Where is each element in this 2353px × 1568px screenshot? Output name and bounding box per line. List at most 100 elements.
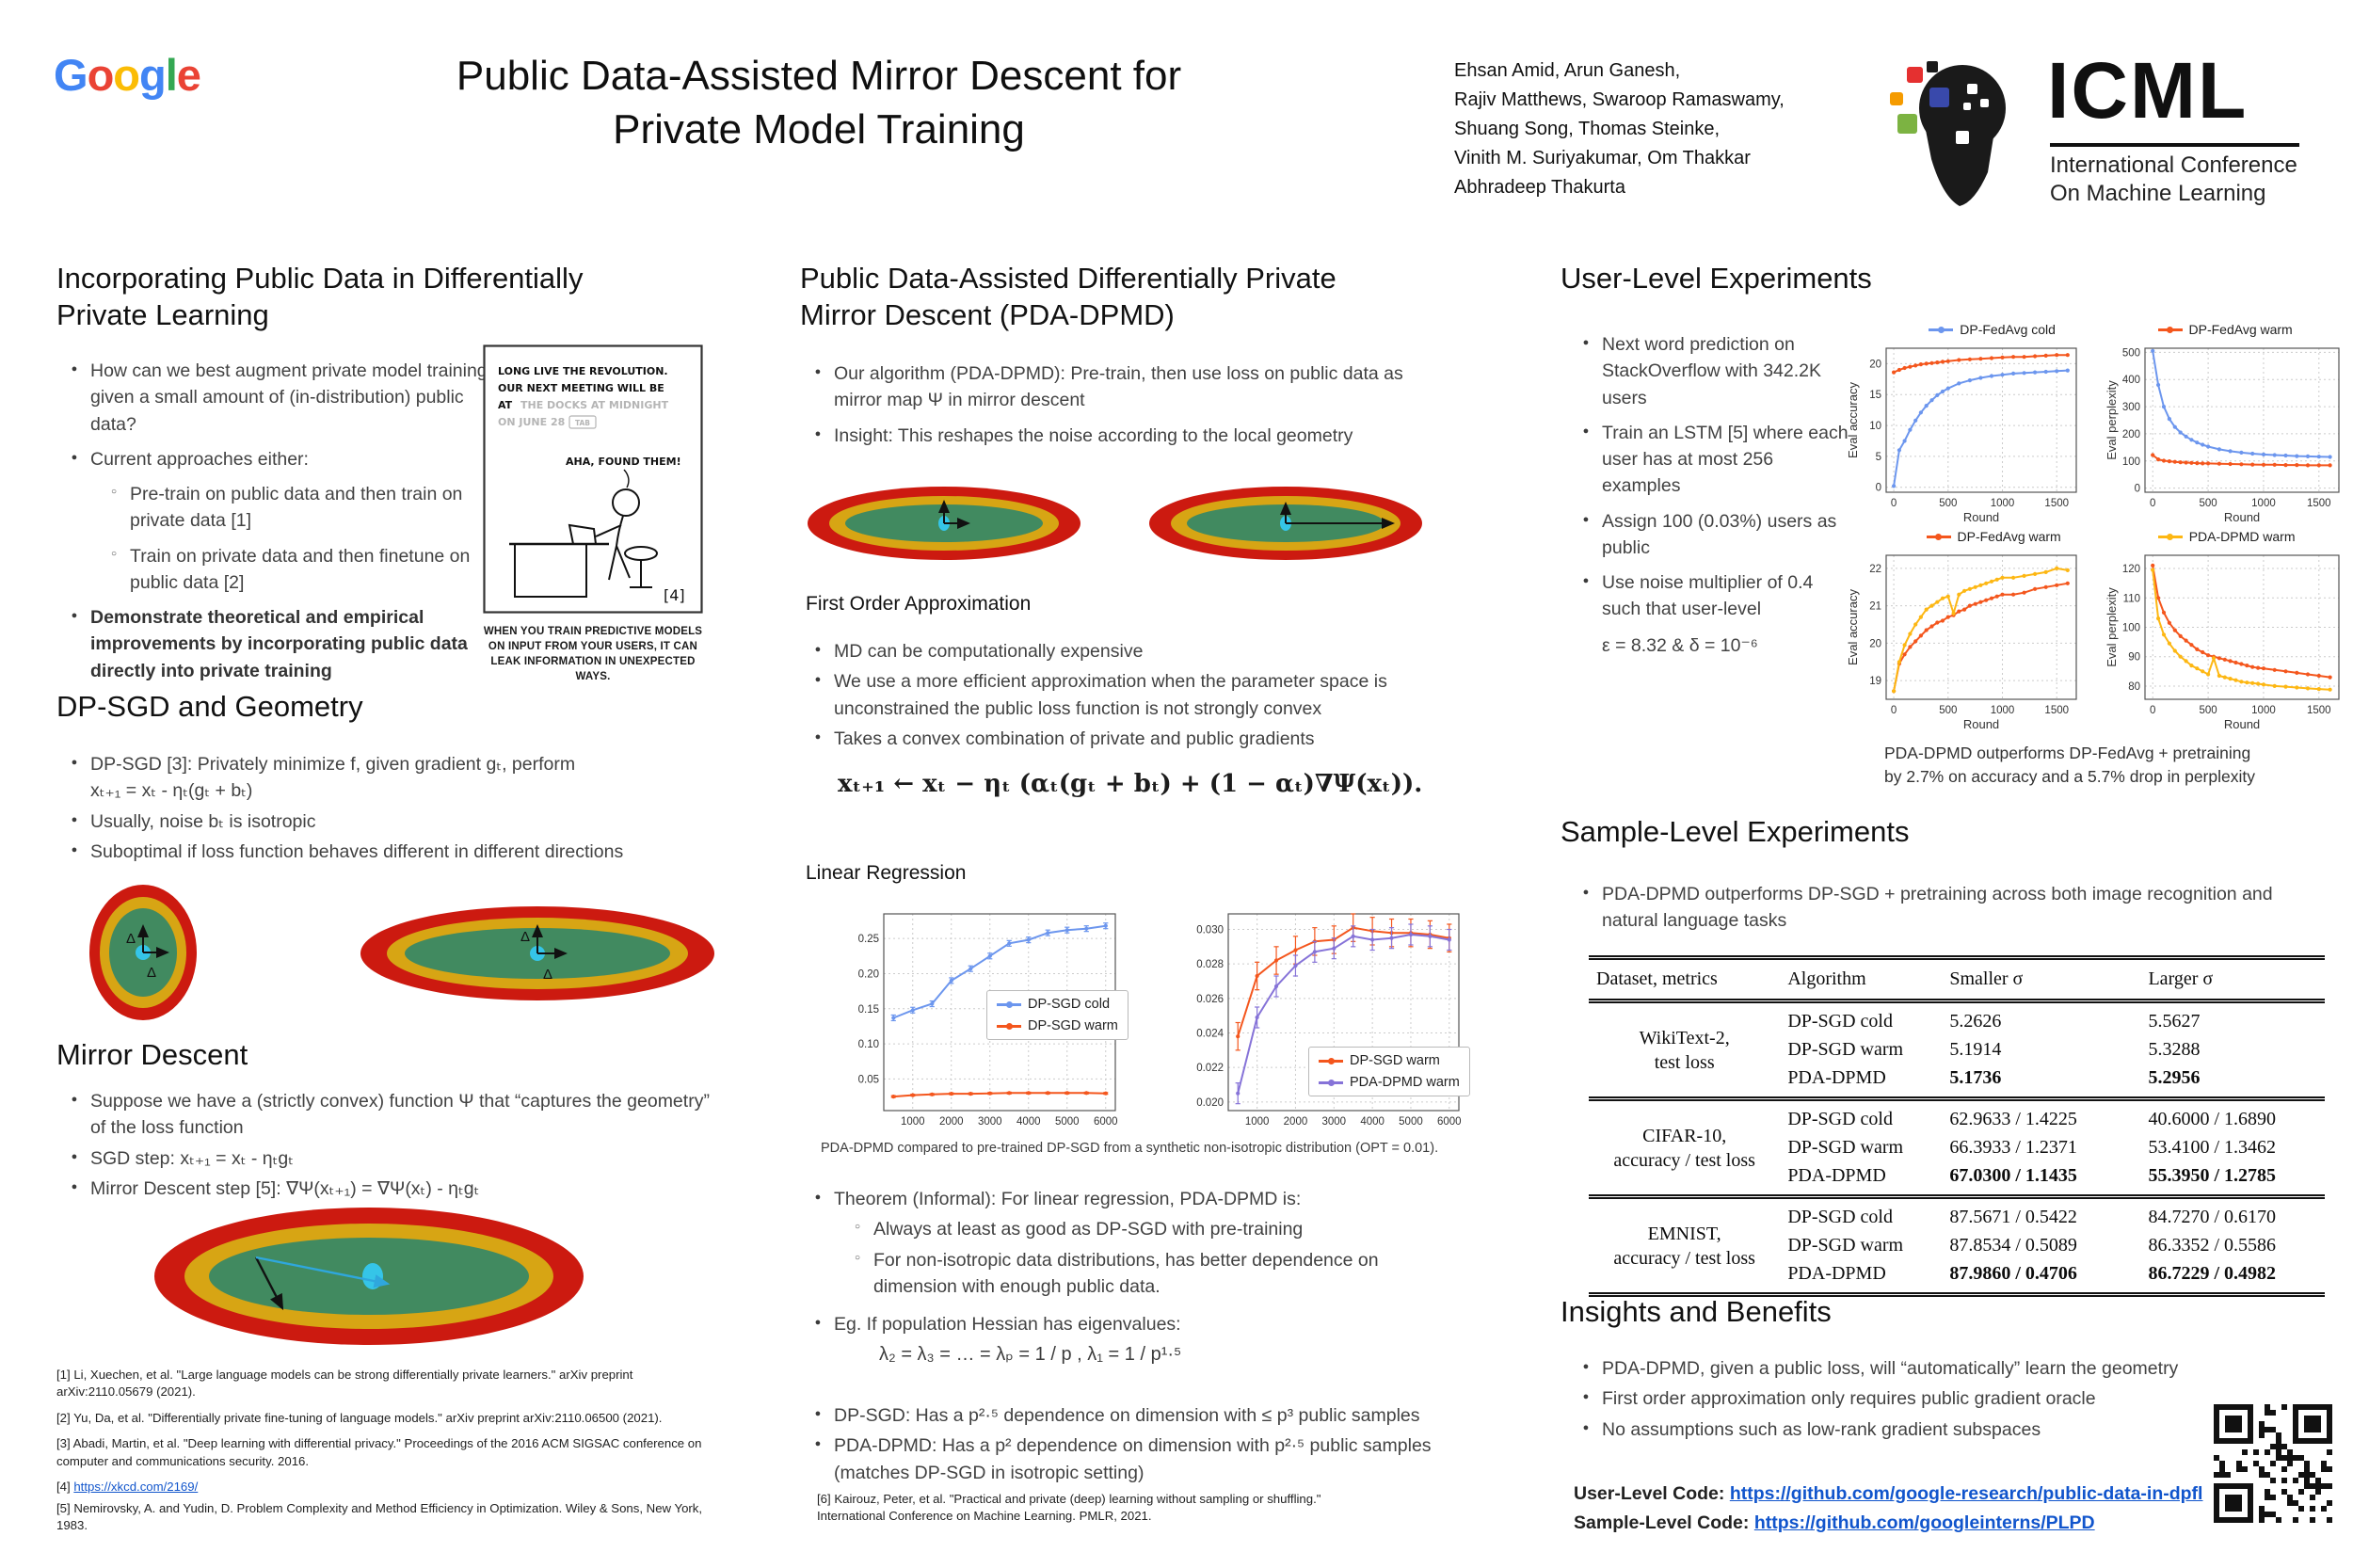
bullet: ● Eg. If population Hessian has eigenval… <box>802 1311 1442 1368</box>
bullet-text: Pre-train on public data and then train … <box>130 484 463 532</box>
table-cell: DP-SGD cold <box>1787 1011 1893 1032</box>
table-cell: DP-SGD warm <box>1787 1137 1904 1158</box>
svg-text:5: 5 <box>1876 452 1881 463</box>
section-title-sample-level: Sample-Level Experiments <box>1561 815 1910 848</box>
svg-text:400: 400 <box>2122 375 2140 386</box>
svg-text:500: 500 <box>2122 347 2140 359</box>
bullet-marker: ● <box>71 757 78 768</box>
bullet: ● Usually, noise bₜ is isotropic <box>58 808 698 835</box>
bullet-text: For non-isotropic data distributions, ha… <box>873 1249 1379 1297</box>
dataset-line: test loss <box>1654 1051 1715 1073</box>
bullet: ● We use a more efficient approximation w… <box>802 668 1423 722</box>
user-level-code-link[interactable]: https://github.com/google-research/publi… <box>1729 1483 2203 1504</box>
chart-legend-row: DP-FedAvg cold DP-FedAvg warm <box>1878 322 2344 337</box>
reference-4-link[interactable]: https://xkcd.com/2169/ <box>73 1480 199 1495</box>
legend-marker <box>1926 533 1951 540</box>
svg-text:120: 120 <box>2122 564 2140 575</box>
svg-text:0.15: 0.15 <box>858 1004 879 1016</box>
user-level-caption: PDA-DPMD outperforms DP-FedAvg + pretrai… <box>1884 742 2336 790</box>
table-cell: 62.9633 / 1.4225 <box>1949 1109 2077 1129</box>
bullet: ● Insight: This reshapes the noise accord… <box>802 423 1423 449</box>
svg-text:0.05: 0.05 <box>858 1074 879 1085</box>
delta-label: Δ <box>543 967 552 983</box>
bullet-formula: xₜ₊₁ = xₜ - ηₜ(gₜ + bₜ) <box>90 780 253 802</box>
icml-logo: ICML International Conference On Machine… <box>1873 42 2325 216</box>
sample-level-code-link[interactable]: https://github.com/googleinterns/PLPD <box>1753 1512 2095 1534</box>
table-row: CIFAR-10, accuracy / test loss DP-SGD col… <box>1589 1099 2325 1171</box>
legend-marker <box>2157 533 2183 540</box>
table-header-smaller-sigma: Smaller σ <box>1942 957 2141 1003</box>
insights-bullets: ● PDA-DPMD, given a public loss, will “au… <box>1570 1355 2276 1447</box>
bullet-text: Usually, noise bₜ is isotropic <box>90 810 316 832</box>
section-title-line: Private Learning <box>56 298 269 332</box>
reference-1: [1] Li, Xuechen, et al. "Large language … <box>56 1368 633 1400</box>
bullet: ● Current approaches either: <box>58 446 491 472</box>
section-title-insights: Insights and Benefits <box>1561 1295 1832 1328</box>
svg-text:20: 20 <box>1869 359 1881 370</box>
bullet-text: Train on private data and then finetune … <box>130 545 471 593</box>
privacy-budget-formula: ε = 8.32 & δ = 10⁻⁶ <box>1602 634 1758 656</box>
svg-text:80: 80 <box>2128 681 2140 693</box>
bullet-marker: ● <box>814 730 822 743</box>
bullet-marker: ● <box>814 1408 822 1419</box>
bullet-text-line: Eg. If population Hessian has eigenvalue… <box>834 1314 1181 1335</box>
legend-marker <box>1929 326 1954 333</box>
foa-bullets: ● MD can be computationally expensive ● We… <box>802 638 1423 756</box>
svg-text:1500: 1500 <box>2307 705 2331 716</box>
bullet-marker: ● <box>71 1094 78 1105</box>
bullet-marker: ● <box>1582 1421 1590 1433</box>
chart-legend: DP-SGD cold DP-SGD warm <box>986 990 1128 1040</box>
reference-4-label: [4] <box>56 1480 74 1495</box>
legend-marker <box>997 1022 1021 1030</box>
table-cell-best: 67.0300 / 1.1435 <box>1949 1165 2077 1186</box>
svg-text:0.020: 0.020 <box>1196 1097 1224 1109</box>
bullet: ● DP-SGD [3]: Privately minimize f, give… <box>58 751 698 805</box>
bullet-text: PDA-DPMD, given a public loss, will “aut… <box>1602 1358 2179 1379</box>
bullet-marker: ● <box>814 1317 822 1328</box>
chart-legend-row: DP-FedAvg warm PDA-DPMD warm <box>1878 529 2344 544</box>
legend-marker <box>1319 1079 1343 1086</box>
dependence-bullets: ● DP-SGD: Has a p²·⁵ dependence on dimens… <box>802 1402 1461 1490</box>
sample-level-bullets: ● PDA-DPMD outperforms DP-SGD + pretraini… <box>1570 881 2313 943</box>
bullet-marker: ● <box>1582 1361 1590 1372</box>
bullet-text: SGD step: xₜ₊₁ = xₜ - ηₜgₜ <box>90 1147 294 1169</box>
table-cell: 5.5627 <box>2148 1011 2201 1032</box>
icml-rule <box>2050 143 2299 147</box>
bullet-text: How can we best augment private model tr… <box>90 360 488 435</box>
reference-6: [6] Kairouz, Peter, et al. "Practical an… <box>817 1491 1325 1534</box>
bullet-marker: ● <box>814 674 822 686</box>
user-level-code-label: User-Level Code: <box>1574 1483 1730 1504</box>
bullet-marker: ○ <box>854 1222 861 1233</box>
bullet: ● DP-SGD: Has a p²·⁵ dependence on dimens… <box>802 1402 1461 1429</box>
svg-text:5000: 5000 <box>1399 1116 1423 1128</box>
bullet: ● Use noise multiplier of 0.4 such that … <box>1570 569 1852 659</box>
bullet-text: Use noise multiplier of 0.4 such that us… <box>1602 569 1852 659</box>
bullet-text: Train an LSTM [5] where each user has at… <box>1602 422 1849 497</box>
svg-text:0.20: 0.20 <box>858 968 879 980</box>
section-title-incorporating-public-data: Incorporating Public Data in Differentia… <box>56 260 602 333</box>
subsection-linear-regression: Linear Regression <box>806 862 967 884</box>
update-equation: xₜ₊₁ ← xₜ − ηₜ (αₜ(gₜ + bₜ) + (1 − αₜ)∇Ψ… <box>838 770 1423 798</box>
bullet-text: DP-SGD: Has a p²·⁵ dependence on dimensi… <box>834 1405 1420 1426</box>
bullet-marker: ● <box>71 813 78 825</box>
user-level-caption-line: by 2.7% on accuracy and a 5.7% drop in p… <box>1884 767 2255 787</box>
table-header-dataset: Dataset, metrics <box>1589 957 1781 1003</box>
svg-text:500: 500 <box>1939 498 1957 509</box>
bullet: ● PDA-DPMD outperforms DP-SGD + pretraini… <box>1570 881 2313 935</box>
bullet-text-line: DP-SGD [3]: Privately minimize f, given … <box>90 754 576 775</box>
xkcd-comic: LONG LIVE THE REVOLUTION. OUR NEXT MEETI… <box>483 344 711 684</box>
sub-bullet: ○ Train on private data and then finetune… <box>98 543 491 597</box>
table-cell: 87.5671 / 0.5422 <box>1949 1207 2077 1227</box>
bullet-text: Mirror Descent step [5]: ∇Ψ(xₜ₊₁) = ∇Ψ(x… <box>90 1177 480 1199</box>
mirror-descent-diagram <box>154 1208 584 1345</box>
code-links: User-Level Code: https://github.com/goog… <box>1574 1480 2214 1538</box>
sample-level-code-label: Sample-Level Code: <box>1574 1512 1754 1534</box>
legend-item: DP-FedAvg warm <box>2157 322 2293 337</box>
table-cell: PDA-DPMD <box>1787 1067 1886 1088</box>
svg-text:6000: 6000 <box>1094 1116 1118 1128</box>
table-cell: 5.3288 <box>2148 1039 2201 1060</box>
bullet-text: Current approaches either: <box>90 448 309 470</box>
bullet-marker: ● <box>814 644 822 655</box>
svg-text:0.022: 0.022 <box>1196 1063 1224 1074</box>
